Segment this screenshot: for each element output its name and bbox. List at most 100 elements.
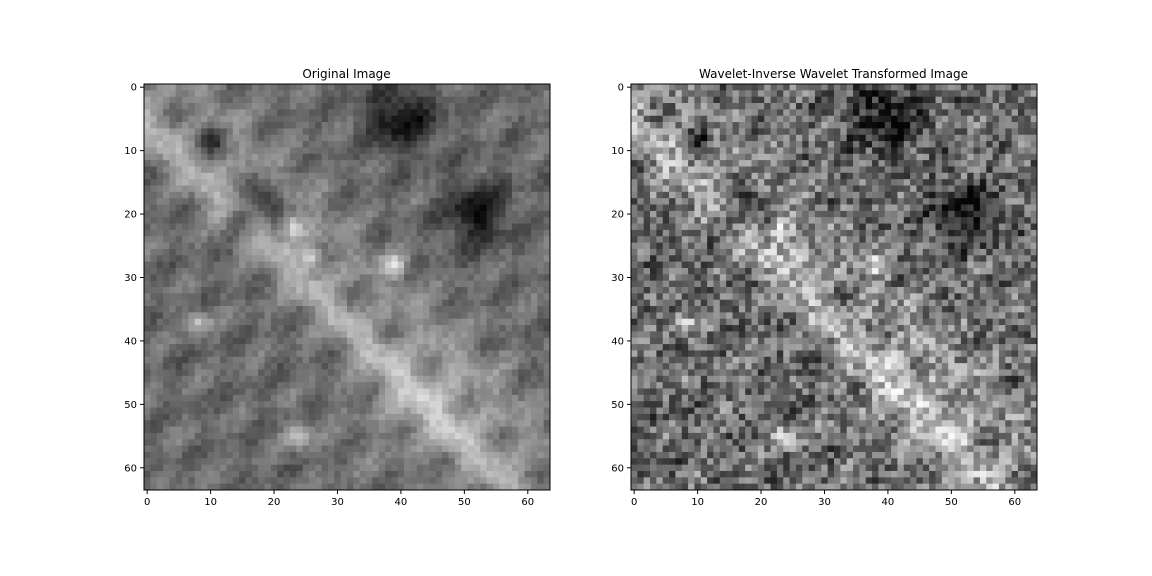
pixel xyxy=(182,236,189,243)
pixel xyxy=(150,255,158,263)
pixel xyxy=(499,274,506,282)
pixel xyxy=(391,375,399,383)
pixel xyxy=(524,337,532,345)
pixel xyxy=(270,204,278,212)
pixel xyxy=(207,236,215,243)
pixel xyxy=(245,242,253,250)
pixel xyxy=(486,141,494,148)
pixel xyxy=(865,141,873,148)
pixel xyxy=(543,483,551,491)
pixel xyxy=(315,153,323,161)
pixel xyxy=(251,172,259,180)
pixel xyxy=(334,223,342,231)
pixel xyxy=(264,198,272,205)
pixel xyxy=(194,363,202,370)
pixel xyxy=(929,109,936,117)
pixel xyxy=(220,426,227,434)
pixel xyxy=(213,274,221,282)
pixel xyxy=(802,166,810,174)
pixel xyxy=(213,122,221,129)
pixel xyxy=(308,369,316,377)
pixel xyxy=(359,185,367,193)
pixel xyxy=(327,115,335,123)
pixel xyxy=(378,458,386,466)
pixel xyxy=(372,179,380,186)
pixel xyxy=(169,122,177,129)
pixel xyxy=(315,172,323,180)
pixel xyxy=(251,84,259,91)
pixel xyxy=(220,153,227,161)
pixel xyxy=(853,90,860,98)
pixel xyxy=(239,122,246,129)
pixel xyxy=(543,420,551,427)
pixel xyxy=(922,109,930,117)
pixel xyxy=(334,287,342,294)
pixel xyxy=(404,160,411,167)
pixel xyxy=(150,191,158,199)
pixel xyxy=(442,172,449,180)
pixel xyxy=(480,172,487,180)
pixel xyxy=(423,166,430,174)
pixel xyxy=(150,204,158,212)
pixel xyxy=(499,191,506,199)
pixel xyxy=(308,464,316,472)
pixel xyxy=(834,115,841,123)
pixel xyxy=(169,299,177,307)
pixel xyxy=(543,103,551,110)
pixel xyxy=(150,153,158,161)
pixel xyxy=(537,413,545,421)
pixel xyxy=(732,122,740,129)
pixel xyxy=(334,179,342,186)
pixel xyxy=(492,363,500,370)
pixel xyxy=(1024,90,1032,98)
pixel xyxy=(454,229,462,237)
pixel xyxy=(156,363,164,370)
pixel xyxy=(270,191,278,199)
pixel xyxy=(144,280,151,288)
pixel xyxy=(163,147,170,155)
pixel xyxy=(378,464,386,472)
pixel xyxy=(156,109,164,117)
pixel xyxy=(543,382,551,389)
pixel xyxy=(270,318,278,326)
pixel xyxy=(454,369,462,377)
pixel xyxy=(802,160,810,167)
pixel xyxy=(461,458,468,466)
pixel xyxy=(480,223,487,231)
pixel xyxy=(461,439,468,446)
pixel xyxy=(270,337,278,345)
pixel xyxy=(353,369,361,377)
pixel xyxy=(505,337,513,345)
pixel xyxy=(543,84,551,91)
pixel xyxy=(391,248,399,256)
pixel xyxy=(662,166,670,174)
pixel xyxy=(251,90,259,98)
pixel xyxy=(340,413,348,421)
pixel xyxy=(631,128,638,136)
pixel xyxy=(467,153,475,161)
pixel xyxy=(239,141,246,148)
pixel xyxy=(264,439,272,446)
pixel xyxy=(239,96,246,104)
pixel xyxy=(442,350,449,358)
pixel xyxy=(442,331,449,339)
pixel xyxy=(935,96,943,104)
pixel xyxy=(827,128,835,136)
pixel xyxy=(359,274,367,282)
pixel xyxy=(150,394,158,402)
pixel xyxy=(251,464,259,472)
pixel xyxy=(340,166,348,174)
pixel xyxy=(258,318,265,326)
pixel xyxy=(732,90,740,98)
pixel xyxy=(416,115,424,123)
pixel xyxy=(814,128,822,136)
pixel xyxy=(461,191,468,199)
pixel xyxy=(385,229,392,237)
pixel xyxy=(270,147,278,155)
pixel xyxy=(321,420,329,427)
pixel xyxy=(340,134,348,142)
pixel xyxy=(283,122,291,129)
pixel xyxy=(207,293,215,301)
pixel xyxy=(175,318,183,326)
pixel xyxy=(327,470,335,478)
